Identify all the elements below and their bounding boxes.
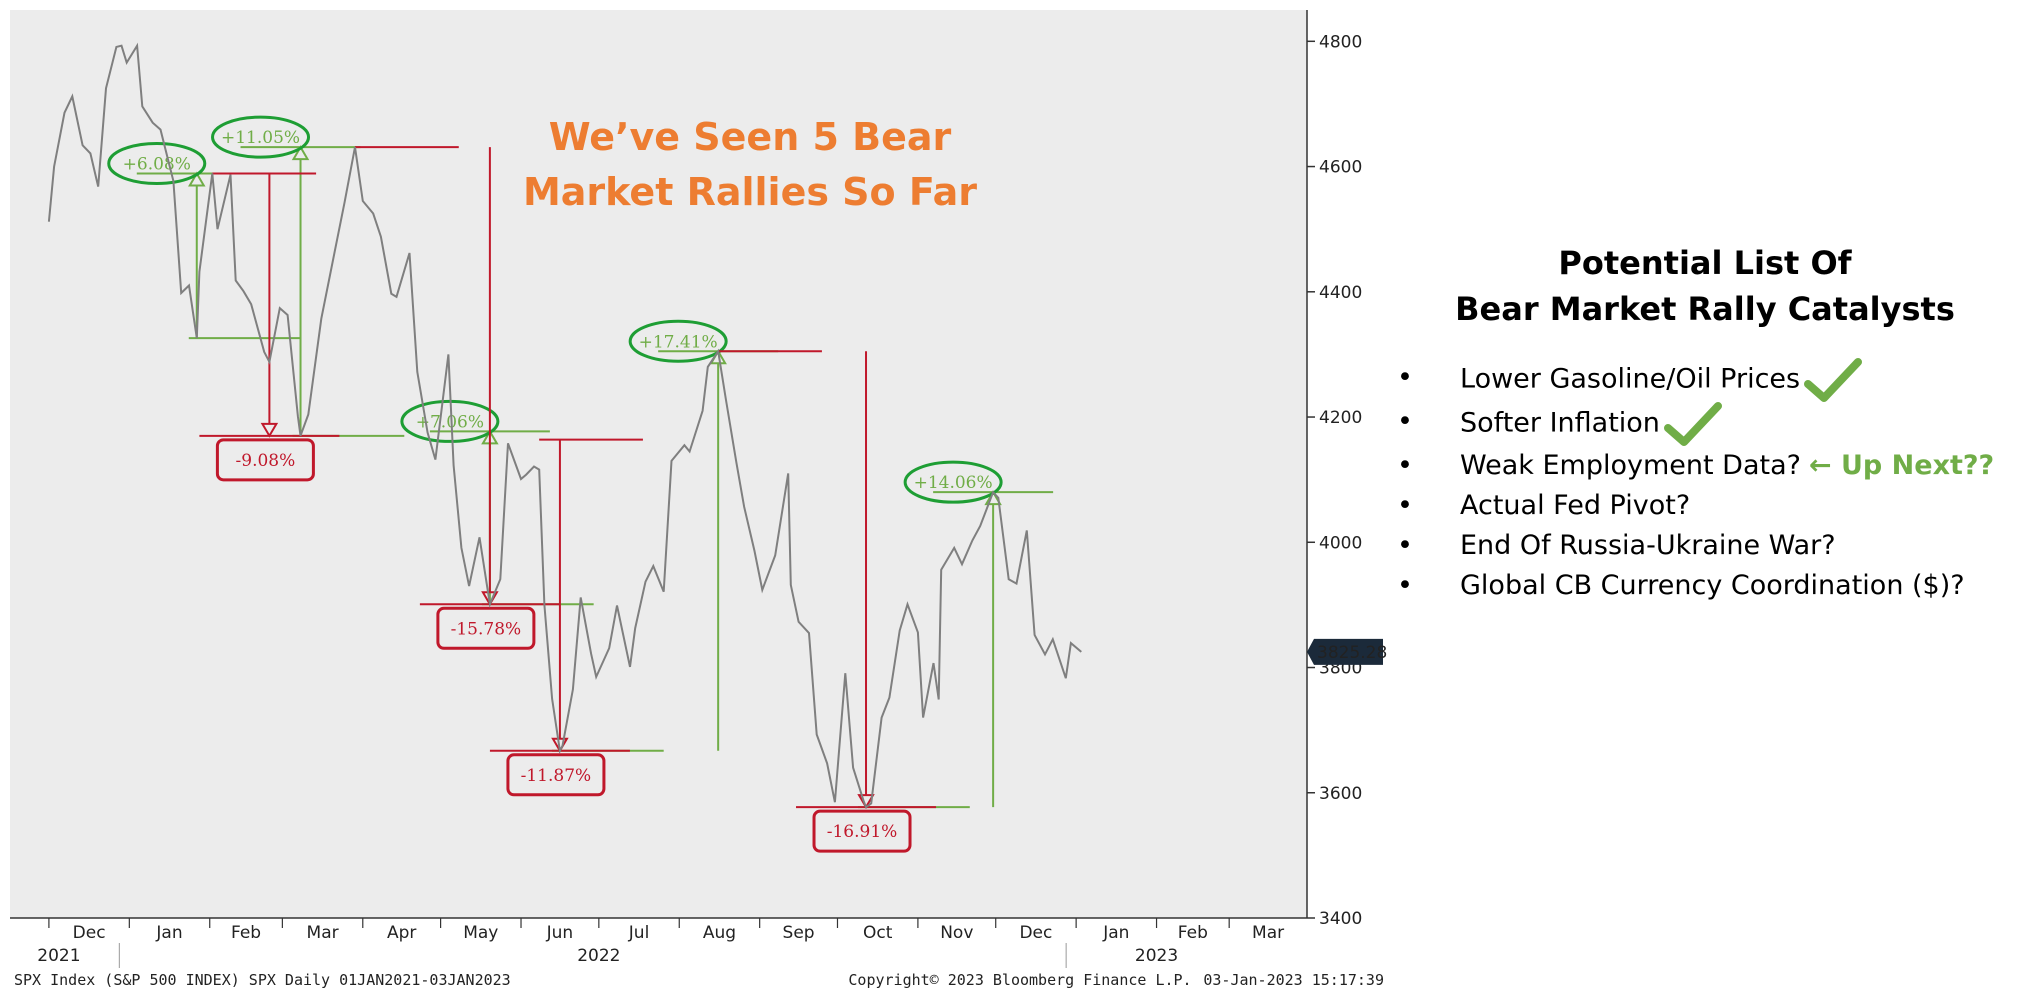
- bullet-icon: •: [1397, 406, 1413, 437]
- catalyst-list: • Lower Gasoline/Oil Prices • Softer Inflat…: [1395, 358, 2015, 606]
- up-next-note: ← Up Next??: [1808, 450, 1995, 481]
- last-price-label: 3825.28: [1317, 643, 1387, 663]
- x-month-label: May: [463, 923, 498, 943]
- x-month-label: Feb: [1178, 923, 1208, 943]
- x-year-label: 2022: [577, 946, 620, 966]
- catalyst-item-text: Weak Employment Data?: [1460, 450, 1801, 481]
- spx-price-line: [47, 42, 1082, 809]
- x-month-label: Dec: [73, 923, 106, 943]
- decline-label: -15.78%: [451, 619, 522, 639]
- rally-label: +7.06%: [416, 412, 484, 432]
- x-month-label: Jul: [628, 923, 650, 943]
- bullet-icon: •: [1397, 450, 1413, 481]
- catalyst-item: • Weak Employment Data? ← Up Next??: [1395, 446, 2015, 486]
- x-month-label: Sep: [783, 923, 815, 943]
- y-tick-label: 4400: [1319, 283, 1362, 303]
- x-month-label: Jan: [155, 923, 182, 943]
- x-month-label: Apr: [387, 923, 416, 943]
- decline-annotation: -16.91%: [718, 350, 937, 853]
- catalyst-item-text: Lower Gasoline/Oil Prices: [1460, 363, 1801, 395]
- x-month-label: Mar: [307, 923, 339, 943]
- rally-arrow: [188, 171, 206, 187]
- x-year-label: 2023: [1135, 946, 1178, 966]
- rally-annotation: +6.08%: [107, 141, 301, 340]
- last-price-marker: 3825.28: [1307, 638, 1387, 665]
- x-year-label: 2021: [37, 946, 80, 966]
- decline-arrow: [857, 794, 875, 810]
- catalyst-item: • Global CB Currency Coordination ($)?: [1395, 566, 2015, 606]
- rally-circle: [211, 115, 311, 159]
- catalyst-item: • End Of Russia-Ukraine War?: [1395, 526, 2015, 566]
- x-month-label: Nov: [940, 923, 973, 943]
- catalyst-item: • Softer Inflation: [1395, 402, 2015, 446]
- catalyst-item-text: Softer Inflation: [1460, 407, 1660, 439]
- decline-box: [215, 438, 315, 482]
- chart-title-line-2: Market Rallies So Far: [523, 170, 977, 214]
- catalyst-item-text: Global CB Currency Coordination ($)?: [1460, 570, 1965, 601]
- catalyst-item-text: End Of Russia-Ukraine War?: [1460, 530, 1836, 561]
- rally-label: +11.05%: [221, 128, 300, 148]
- catalyst-heading-line-2: Bear Market Rally Catalysts: [1455, 290, 1955, 328]
- catalyst-heading-line-1: Potential List Of: [1558, 244, 1852, 282]
- footer-source: SPX Index (S&P 500 INDEX) SPX Daily 01JA…: [14, 971, 511, 989]
- decline-box: [812, 809, 912, 853]
- bullet-icon: •: [1397, 490, 1413, 521]
- rally-circle: [903, 460, 1003, 504]
- check-icon: [1804, 358, 1863, 402]
- x-axis-ticks: Dec Jan Feb Mar Apr May Jun Jul Aug Sep Oct Nov Dec J…: [37, 918, 1284, 968]
- y-tick-label: 4800: [1319, 32, 1362, 52]
- rally-arrow: [291, 145, 310, 161]
- check-icon: [1663, 402, 1722, 446]
- decline-box: [436, 606, 536, 650]
- x-month-label: Jun: [546, 923, 574, 943]
- x-month-label: Oct: [863, 923, 893, 943]
- x-month-label: Dec: [1019, 923, 1052, 943]
- decline-annotation: -9.08%: [199, 172, 340, 482]
- decline-box: [506, 753, 606, 797]
- plot-area: [10, 10, 1307, 918]
- bullet-icon: •: [1397, 362, 1413, 393]
- x-month-label: Aug: [703, 923, 736, 943]
- annotation-layer: +6.08% +11.05% +7.06% +17.41% +14.06% -9.08% -…: [107, 115, 1054, 853]
- decline-label: -16.91%: [827, 822, 898, 842]
- y-tick-label: 4600: [1319, 158, 1362, 178]
- catalyst-item: • Lower Gasoline/Oil Prices: [1395, 358, 2015, 402]
- decline-arrow: [260, 422, 279, 438]
- y-tick-label: 3600: [1319, 784, 1362, 804]
- x-month-label: Jan: [1102, 923, 1129, 943]
- rally-arrow: [984, 490, 1002, 506]
- footer-timestamp: 03-Jan-2023 15:17:39: [1203, 971, 1384, 989]
- rally-circle: [628, 319, 728, 363]
- decline-label: -11.87%: [521, 766, 592, 786]
- bullet-icon: •: [1397, 530, 1413, 561]
- rally-label: +14.06%: [914, 473, 993, 493]
- bullet-icon: •: [1397, 570, 1413, 601]
- y-tick-label: 4000: [1319, 533, 1362, 553]
- rally-annotation: +11.05%: [211, 115, 405, 437]
- decline-label: -9.08%: [236, 451, 296, 471]
- rally-label: +17.41%: [639, 332, 718, 352]
- x-month-label: Mar: [1252, 923, 1284, 943]
- x-month-label: Feb: [231, 923, 261, 943]
- rally-label: +6.08%: [123, 154, 191, 174]
- y-tick-label: 3400: [1319, 909, 1362, 929]
- footer-copyright: Copyright© 2023 Bloomberg Finance L.P.: [848, 971, 1191, 989]
- y-tick-label: 4200: [1319, 408, 1362, 428]
- catalyst-panel: Potential List Of Bear Market Rally Cata…: [1395, 240, 2015, 606]
- chart-title-line-1: We’ve Seen 5 Bear: [549, 115, 952, 159]
- decline-annotation: -11.87%: [489, 438, 643, 797]
- catalyst-item-text: Actual Fed Pivot?: [1460, 490, 1691, 521]
- spx-chart: +6.08% +11.05% +7.06% +17.41% +14.06% -9.08% -…: [10, 10, 1387, 989]
- catalyst-heading: Potential List Of Bear Market Rally Cata…: [1395, 240, 2015, 332]
- rally-circle: [107, 141, 207, 185]
- catalyst-item: • Actual Fed Pivot?: [1395, 486, 2015, 526]
